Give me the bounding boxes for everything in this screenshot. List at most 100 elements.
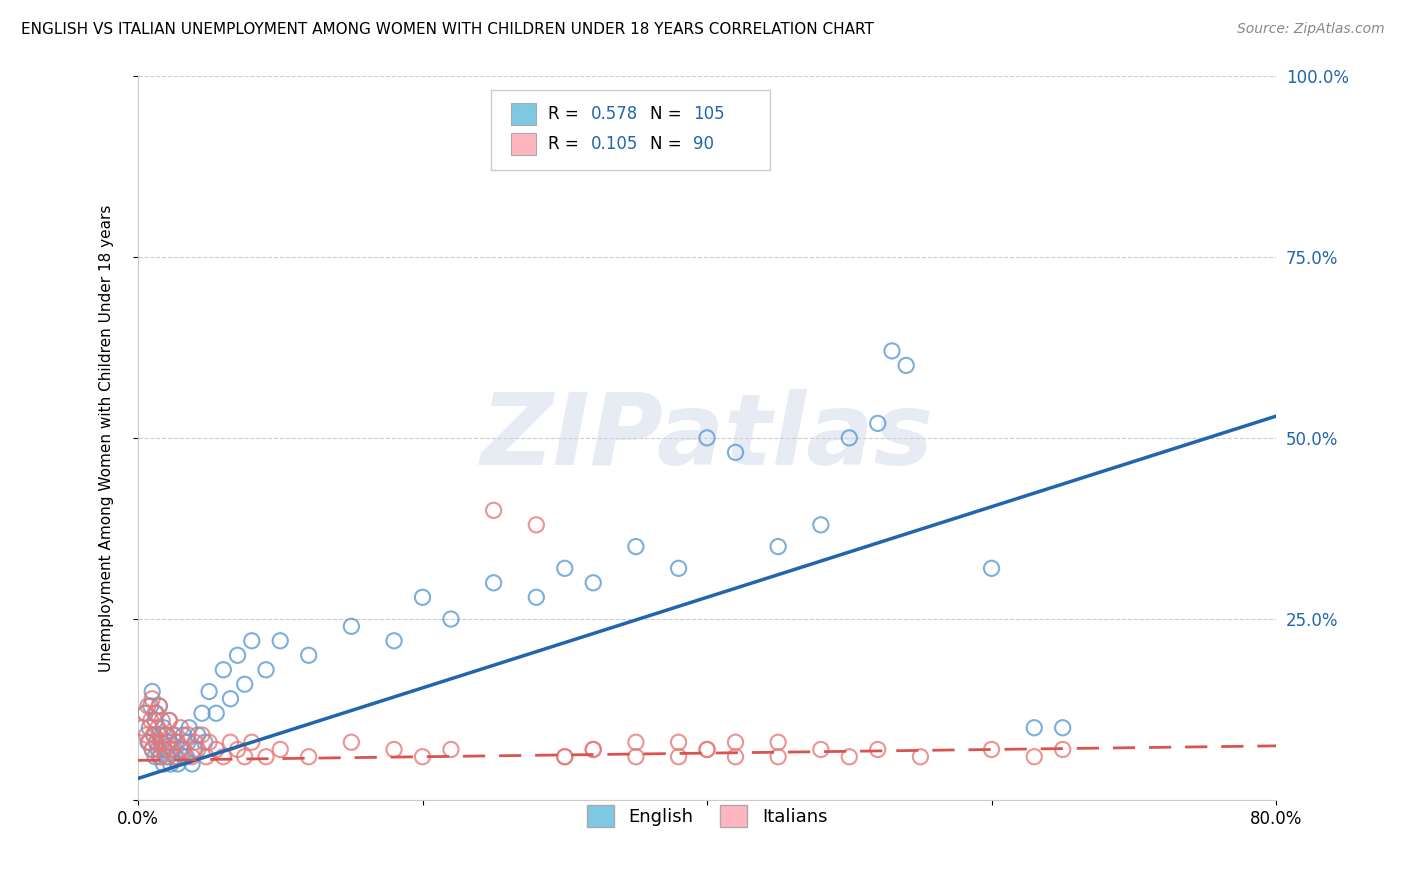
Point [142, 728, 165, 742]
Point [152, 756, 174, 771]
Point [766, 749, 789, 764]
Point [163, 749, 186, 764]
Point [152, 721, 174, 735]
Point [148, 749, 170, 764]
Text: ENGLISH VS ITALIAN UNEMPLOYMENT AMONG WOMEN WITH CHILDREN UNDER 18 YEARS CORRELA: ENGLISH VS ITALIAN UNEMPLOYMENT AMONG WO… [21, 22, 875, 37]
Point [195, 749, 218, 764]
Point [524, 517, 547, 532]
Point [1052, 721, 1074, 735]
Point [233, 749, 256, 764]
Point [254, 663, 277, 677]
Point [582, 742, 605, 756]
Point [810, 742, 832, 756]
Point [205, 742, 228, 756]
Point [181, 756, 204, 771]
Point [134, 706, 156, 721]
Point [169, 742, 191, 756]
Point [157, 714, 180, 728]
Point [980, 742, 1002, 756]
Point [624, 749, 647, 764]
Point [162, 728, 184, 742]
Point [159, 742, 181, 756]
Point [198, 684, 221, 698]
Point [165, 749, 187, 764]
Point [668, 561, 690, 575]
Point [143, 714, 166, 728]
Point [482, 575, 505, 590]
Point [166, 735, 188, 749]
Point [153, 728, 176, 742]
Text: N =: N = [650, 105, 688, 123]
Point [166, 756, 188, 771]
Text: 0.105: 0.105 [591, 136, 638, 153]
Point [179, 721, 201, 735]
Point [254, 749, 277, 764]
Point [205, 706, 228, 721]
Point [141, 742, 163, 756]
Point [141, 691, 163, 706]
Point [148, 728, 170, 742]
Point [382, 633, 405, 648]
Point [141, 684, 163, 698]
Point [440, 742, 463, 756]
Point [156, 749, 179, 764]
Point [162, 728, 184, 742]
Point [146, 742, 169, 756]
Text: 105: 105 [693, 105, 725, 123]
Point [141, 742, 163, 756]
Point [624, 735, 647, 749]
Point [298, 749, 321, 764]
Point [554, 561, 576, 575]
Point [219, 691, 242, 706]
Point [136, 698, 159, 713]
Point [184, 735, 207, 749]
Point [159, 756, 181, 771]
Point [187, 728, 209, 742]
Point [668, 735, 690, 749]
Point [766, 735, 789, 749]
Point [554, 749, 576, 764]
Point [866, 742, 889, 756]
Point [139, 714, 162, 728]
Point [152, 742, 174, 756]
Point [156, 735, 179, 749]
Point [240, 735, 263, 749]
Point [980, 561, 1002, 575]
Point [340, 619, 363, 633]
Point [269, 742, 291, 756]
Point [696, 431, 718, 445]
Point [340, 735, 363, 749]
Point [1052, 742, 1074, 756]
Point [177, 728, 200, 742]
Point [177, 735, 200, 749]
Point [198, 735, 221, 749]
Point [1024, 721, 1046, 735]
Point [696, 742, 718, 756]
Point [838, 749, 860, 764]
Point [160, 742, 183, 756]
Point [173, 728, 195, 742]
Text: N =: N = [650, 136, 688, 153]
Point [298, 648, 321, 663]
Point [145, 735, 167, 749]
Point [145, 706, 167, 721]
Point [233, 677, 256, 691]
Point [191, 706, 214, 721]
Point [145, 735, 167, 749]
Point [169, 721, 191, 735]
Point [150, 735, 173, 749]
Point [149, 735, 172, 749]
Point [155, 728, 177, 742]
Point [226, 648, 249, 663]
Point [226, 742, 249, 756]
Point [134, 706, 156, 721]
FancyBboxPatch shape [491, 90, 769, 169]
Point [624, 540, 647, 554]
Point [138, 735, 160, 749]
Point [411, 591, 433, 605]
Y-axis label: Unemployment Among Women with Children Under 18 years: Unemployment Among Women with Children U… [100, 204, 114, 672]
Point [1024, 749, 1046, 764]
Point [176, 749, 198, 764]
Point [724, 749, 747, 764]
Point [150, 714, 173, 728]
